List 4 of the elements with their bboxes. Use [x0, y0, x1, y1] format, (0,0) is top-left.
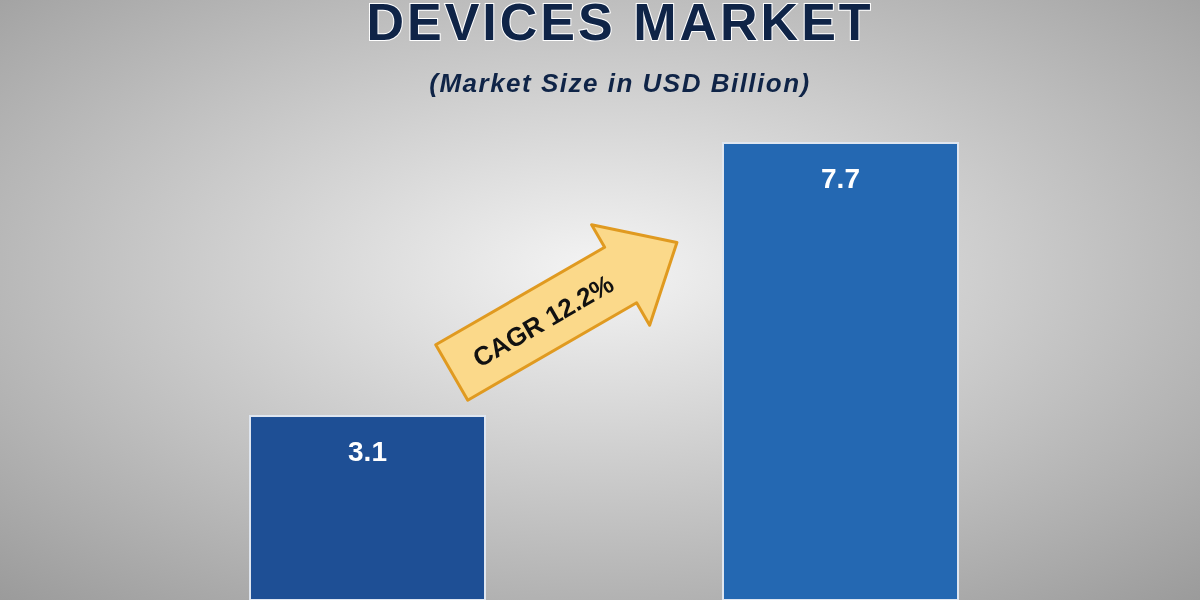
chart-subtitle: (Market Size in USD Billion) — [429, 68, 811, 98]
chart-title: DEVICES MARKET — [366, 0, 874, 51]
data-label: 7.7 — [821, 163, 860, 194]
data-label: 3.1 — [348, 436, 387, 468]
